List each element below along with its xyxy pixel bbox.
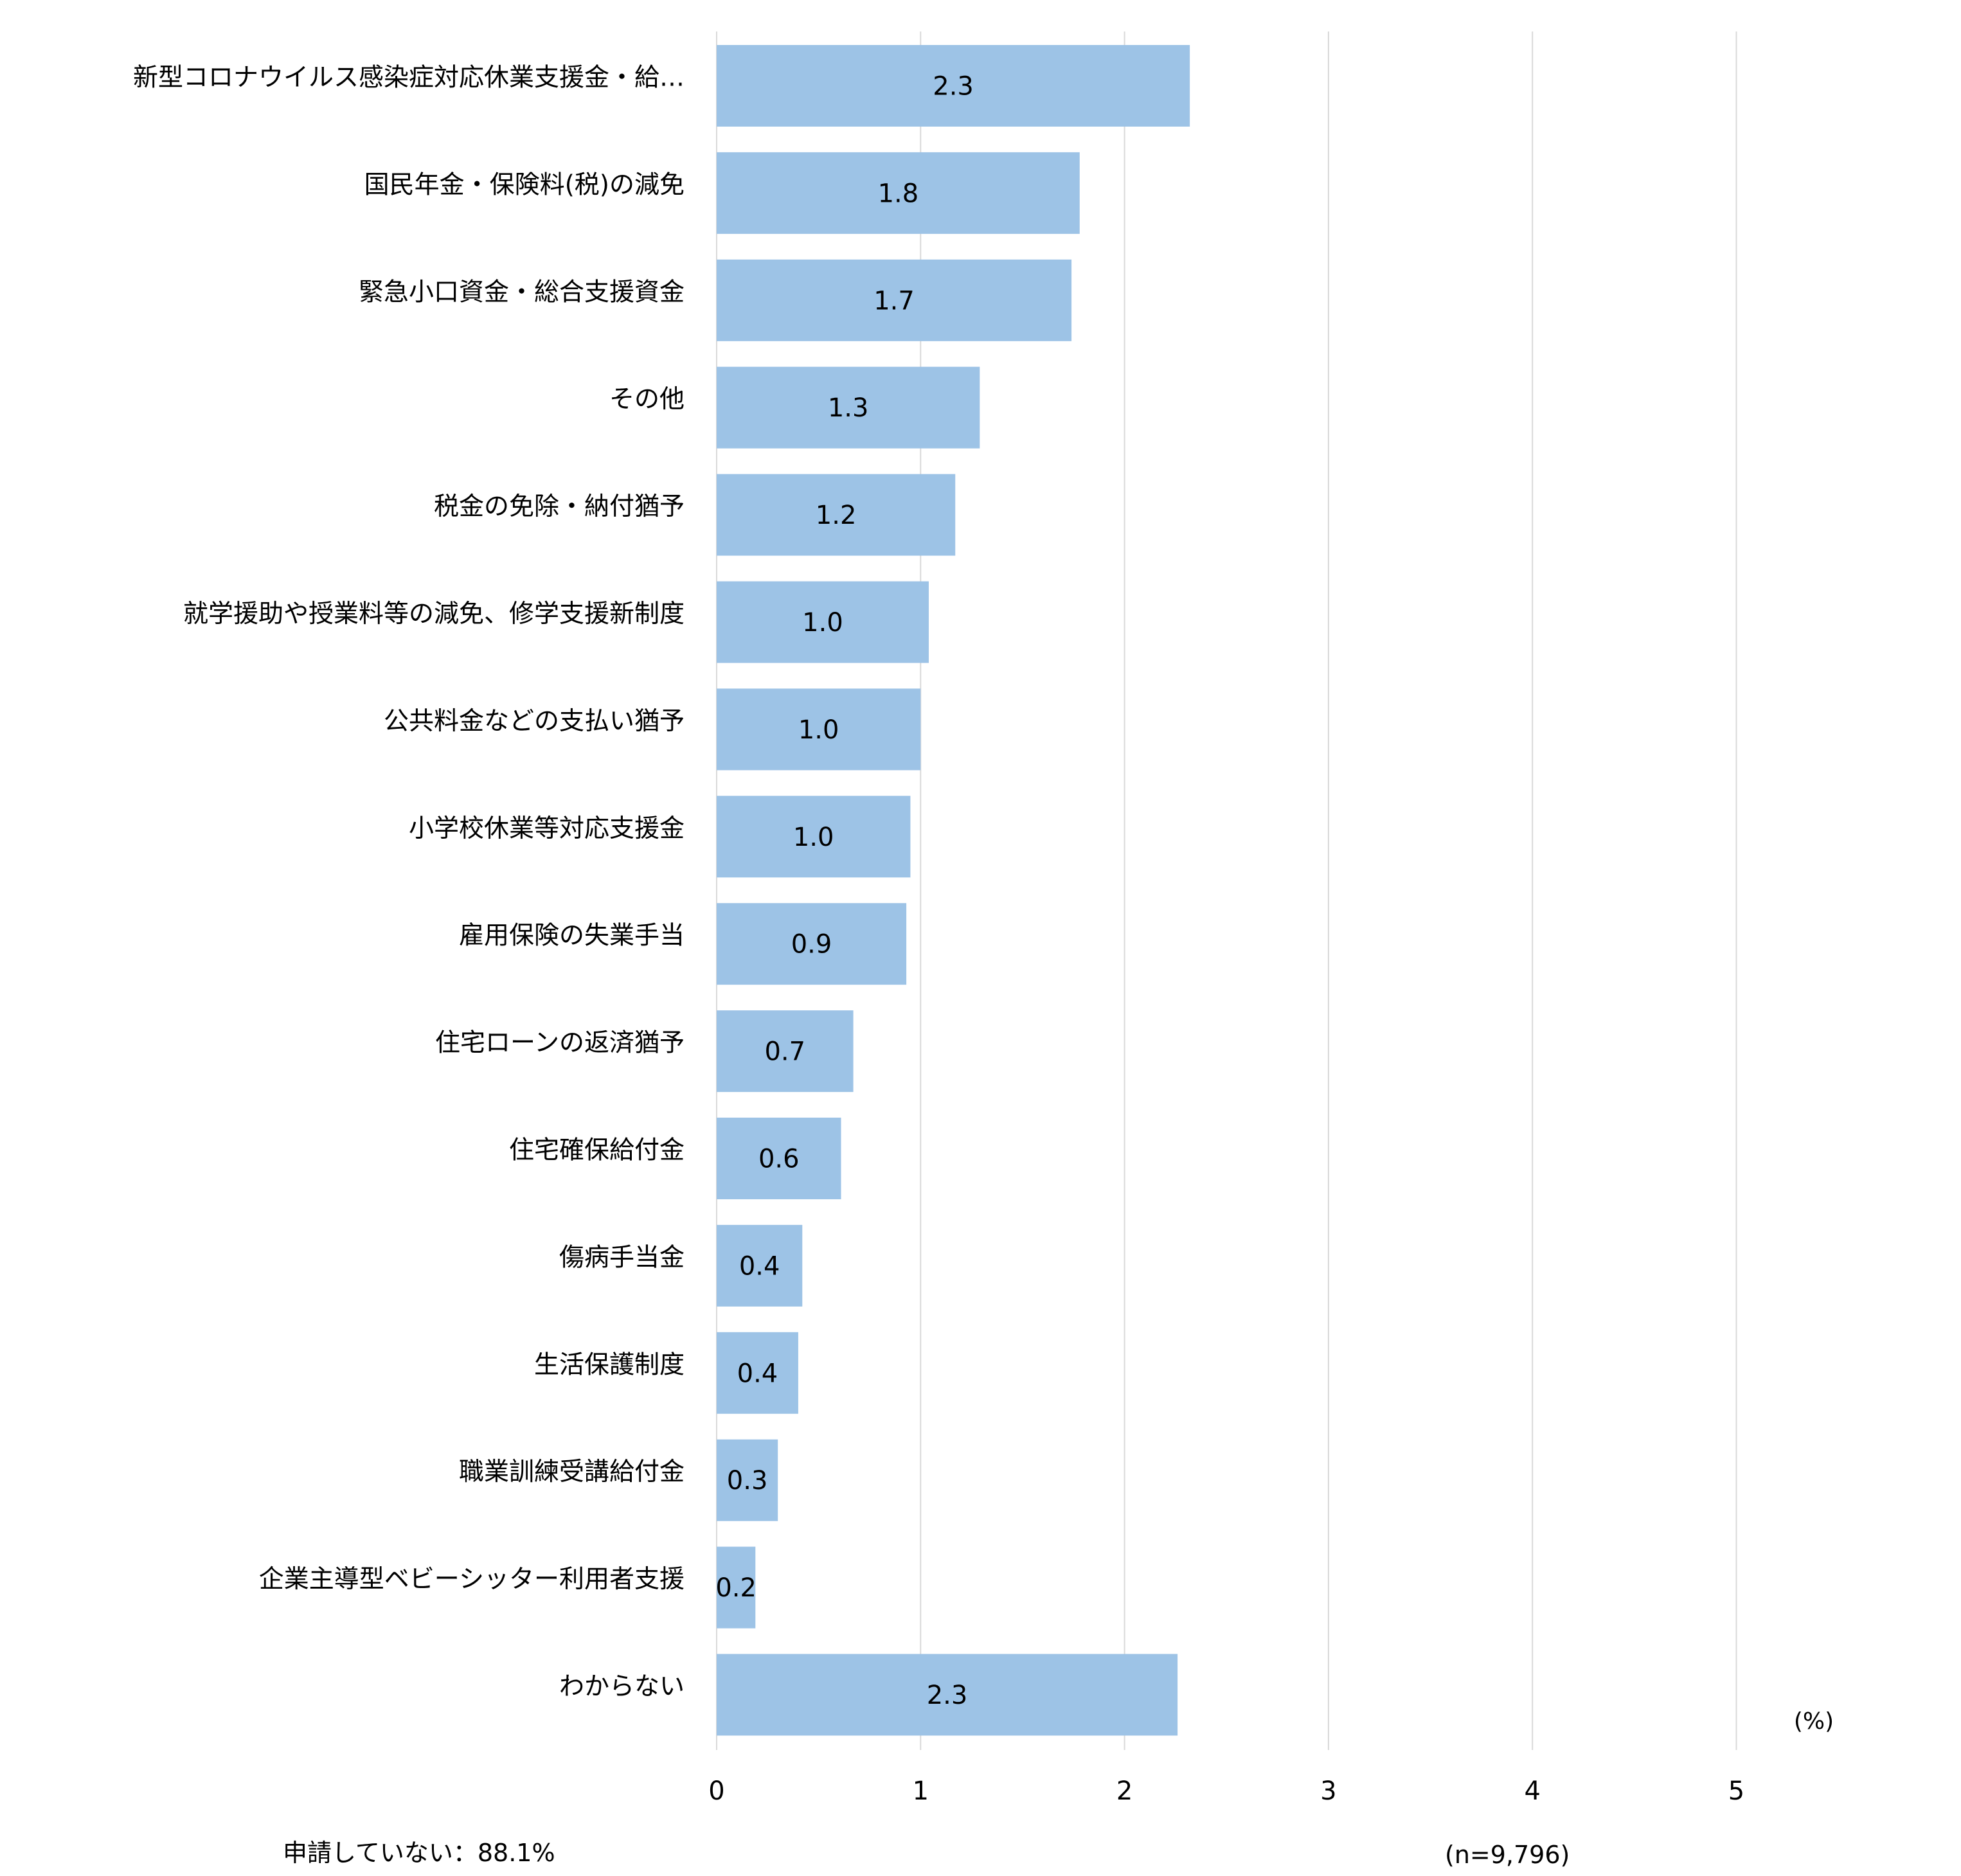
bar xyxy=(717,796,911,878)
bar xyxy=(717,688,921,771)
x-tick-label: 1 xyxy=(913,1776,929,1806)
x-tick-label: 5 xyxy=(1728,1776,1744,1806)
category-label: 小学校休業等対応支援金 xyxy=(409,814,685,843)
category-label: 国民年金・保険料(税)の減免 xyxy=(364,170,685,199)
x-tick-label: 3 xyxy=(1320,1776,1336,1806)
bar xyxy=(717,581,929,663)
data-label: 1.0 xyxy=(802,608,843,638)
data-label: 1.0 xyxy=(793,823,834,852)
category-label: 住宅確保給付金 xyxy=(509,1136,685,1165)
unit-label: (%) xyxy=(1794,1708,1834,1735)
x-tick-label: 4 xyxy=(1524,1776,1540,1806)
data-label: 0.9 xyxy=(791,930,832,960)
bar xyxy=(717,152,1080,234)
data-label: 0.4 xyxy=(739,1251,780,1281)
data-label: 0.4 xyxy=(737,1359,778,1388)
x-tick-label: 2 xyxy=(1116,1776,1133,1806)
bar xyxy=(717,1224,803,1307)
category-label: 傷病手当金 xyxy=(559,1243,685,1272)
bar xyxy=(717,259,1072,341)
category-label: 職業訓練受講給付金 xyxy=(459,1458,685,1487)
data-label: 1.2 xyxy=(816,501,857,530)
data-label: 0.2 xyxy=(715,1573,757,1603)
not-applied-note: 申請していない：88.1% xyxy=(283,1839,555,1867)
bar xyxy=(717,1332,798,1414)
category-label: 生活保護制度 xyxy=(534,1350,685,1379)
bar xyxy=(717,903,907,985)
bar xyxy=(717,1654,1178,1736)
category-label: 新型コロナウイルス感染症対応休業支援金・給… xyxy=(133,64,685,93)
category-label: 就学援助や授業料等の減免、修学支援新制度 xyxy=(183,600,685,629)
category-label: わからない xyxy=(559,1672,685,1701)
bar xyxy=(717,1118,841,1199)
category-label: 公共料金などの支払い猶予 xyxy=(384,707,685,736)
data-label: 1.8 xyxy=(878,179,919,208)
bar xyxy=(717,366,980,449)
category-label: 企業主導型ベビーシッター利用者支援 xyxy=(259,1565,685,1594)
data-label: 2.3 xyxy=(927,1681,968,1710)
category-label: 雇用保険の失業手当 xyxy=(459,922,685,951)
bar xyxy=(717,474,956,556)
category-label: 住宅ローンの返済猶予 xyxy=(435,1029,685,1058)
data-label: 2.3 xyxy=(933,72,974,102)
category-label: その他 xyxy=(609,385,685,414)
bar xyxy=(717,1010,854,1093)
sample-size-note: (n=9,796) xyxy=(1445,1841,1570,1869)
data-label: 1.0 xyxy=(798,715,839,745)
data-label: 0.7 xyxy=(764,1037,805,1067)
data-label: 0.6 xyxy=(758,1145,800,1174)
data-label: 0.3 xyxy=(727,1466,768,1496)
bar xyxy=(717,1546,756,1629)
bar xyxy=(717,1439,778,1521)
bar xyxy=(717,45,1190,127)
category-label: 緊急小口資金・総合支援資金 xyxy=(359,278,685,307)
data-label: 1.7 xyxy=(873,286,915,316)
data-label: 1.3 xyxy=(828,393,869,423)
x-tick-label: 0 xyxy=(708,1776,724,1806)
category-label: 税金の免除・納付猶予 xyxy=(434,492,685,521)
